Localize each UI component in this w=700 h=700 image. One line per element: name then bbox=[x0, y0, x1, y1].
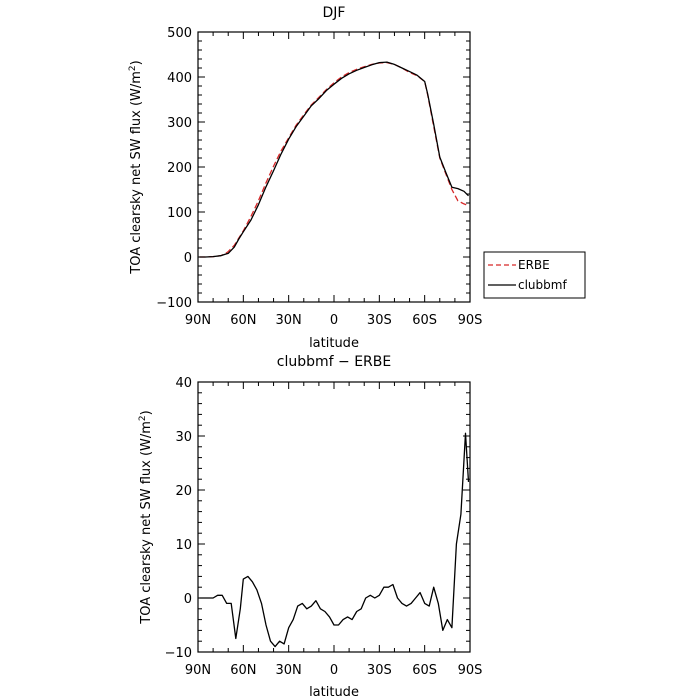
plot-frame bbox=[197, 31, 471, 303]
chart-title: clubbmf − ERBE bbox=[277, 354, 391, 370]
x-tick-label: 30S bbox=[367, 663, 392, 678]
y-tick-label: 10 bbox=[175, 538, 192, 553]
y-tick-label: 200 bbox=[167, 161, 192, 176]
x-tick-label: 60S bbox=[412, 663, 437, 678]
x-tick-label: 30N bbox=[276, 663, 302, 678]
y-axis-label: TOA clearsky net SW flux (W/m2) bbox=[138, 410, 154, 624]
series-line-clubbmf bbox=[199, 61, 469, 258]
x-tick-label: 60N bbox=[230, 313, 256, 328]
x-tick-label: 90N bbox=[185, 313, 211, 328]
legend-label-erbe: ERBE bbox=[518, 258, 550, 272]
y-tick-label: 20 bbox=[175, 484, 192, 499]
legend-box bbox=[483, 251, 586, 299]
panel-difference: clubbmf − ERBE 90N 60N 30N 0 30S 60S 90S 40 30 20… bbox=[138, 354, 482, 700]
y-tick-label: 500 bbox=[167, 26, 192, 41]
y-tick-label: 40 bbox=[175, 376, 192, 391]
x-tick-label: 30S bbox=[367, 313, 392, 328]
panel-djf: DJF 90N 60N 30N 0 30S 60S 90S 500 400 300 200 100 0 −… bbox=[128, 5, 586, 351]
x-axis-label: latitude bbox=[309, 336, 359, 351]
plot-frame bbox=[197, 381, 471, 653]
x-tick-label: 90S bbox=[458, 663, 483, 678]
x-tick-label: 90N bbox=[185, 663, 211, 678]
chart-title: DJF bbox=[323, 5, 346, 21]
y-tick-label: −10 bbox=[165, 646, 192, 661]
legend: ERBE clubbmf bbox=[483, 251, 586, 299]
y-axis-label: TOA clearsky net SW flux (W/m2) bbox=[128, 60, 144, 274]
y-tick-label: 100 bbox=[167, 206, 192, 221]
x-tick-label: 0 bbox=[330, 313, 338, 328]
series-line-difference bbox=[199, 432, 470, 648]
x-tick-label: 0 bbox=[330, 663, 338, 678]
x-tick-label: 60S bbox=[412, 313, 437, 328]
y-tick-label: 0 bbox=[184, 251, 192, 266]
series-line-erbe bbox=[199, 61, 469, 258]
x-tick-label: 60N bbox=[230, 663, 256, 678]
y-tick-label: 300 bbox=[167, 116, 192, 131]
y-tick-label: 30 bbox=[175, 430, 192, 445]
x-axis-label: latitude bbox=[309, 685, 359, 700]
y-tick-label: −100 bbox=[156, 296, 192, 311]
x-tick-label: 90S bbox=[458, 313, 483, 328]
x-tick-label: 30N bbox=[276, 313, 302, 328]
legend-label-clubbmf: clubbmf bbox=[518, 278, 567, 292]
y-tick-label: 400 bbox=[167, 71, 192, 86]
y-tick-label: 0 bbox=[184, 592, 192, 607]
